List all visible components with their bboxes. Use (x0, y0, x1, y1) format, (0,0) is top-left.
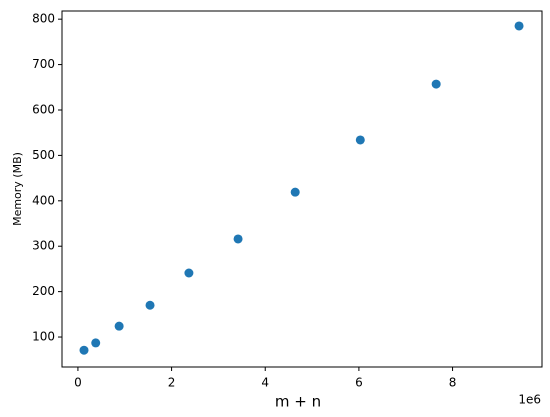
point (145, 300, 155, 310)
point (184, 268, 194, 278)
point (431, 79, 441, 89)
y-tick-label: 800 (32, 12, 55, 26)
x-tick-label: 8 (449, 376, 457, 390)
y-tick-label: 700 (32, 57, 55, 71)
x-tick-label: 2 (168, 376, 176, 390)
x-offset-label: 1e6 (518, 393, 541, 407)
point (355, 135, 365, 145)
point (79, 345, 89, 355)
y-tick-label: 400 (32, 193, 55, 207)
x-tick-label: 4 (261, 376, 269, 390)
point (91, 338, 101, 348)
plot-frame (61, 10, 543, 368)
x-tick-label: 6 (355, 376, 363, 390)
point (233, 234, 243, 244)
y-tick-label: 600 (32, 102, 55, 116)
y-tick-label: 500 (32, 148, 55, 162)
y-axis-label: Memory (MB) (11, 152, 24, 226)
y-tick-label: 200 (32, 284, 55, 298)
x-axis-label: m + n (275, 393, 321, 411)
y-tick-label: 100 (32, 330, 55, 344)
point (114, 321, 124, 331)
point (514, 21, 524, 31)
x-tick-label: 0 (74, 376, 82, 390)
y-tick-label: 300 (32, 239, 55, 253)
point (290, 187, 300, 197)
